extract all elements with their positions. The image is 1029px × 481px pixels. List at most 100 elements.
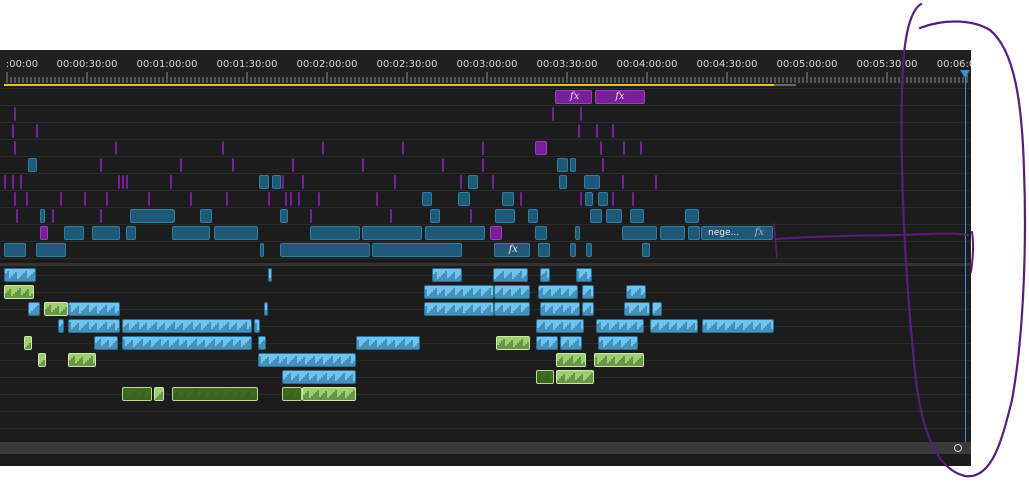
timeline-clip[interactable] [362,226,422,240]
timeline-clip[interactable] [626,285,646,299]
timeline-clip[interactable] [372,243,462,257]
timeline-clip-sliver[interactable] [640,141,642,155]
tracks-area[interactable]: fx fx nege... fx fx [0,88,971,442]
timeline-clip-sliver[interactable] [268,192,270,206]
timeline-clip[interactable] [258,353,356,367]
timeline-clip[interactable] [154,387,164,401]
timeline-clip[interactable] [496,336,530,350]
timeline-clip[interactable] [468,175,478,189]
timeline-clip-sliver[interactable] [122,175,124,189]
timeline-clip[interactable] [596,319,644,333]
timeline-clip[interactable] [422,192,432,206]
timeline-clip-sliver[interactable] [578,124,580,138]
timeline-clip[interactable] [557,158,568,172]
work-area-bar[interactable] [4,84,774,86]
timeline-clip[interactable] [622,226,657,240]
timeline-clip[interactable] [4,243,26,257]
timeline-clip[interactable] [36,243,66,257]
timeline-clip[interactable] [624,302,650,316]
timeline-clip[interactable] [688,226,700,240]
timeline-clip-sliver[interactable] [394,175,396,189]
timeline-clip-sliver[interactable] [482,158,484,172]
timeline-clip[interactable] [535,141,547,155]
timeline-clip[interactable] [280,209,288,223]
timeline-clip[interactable] [68,353,96,367]
timeline-clip[interactable] [586,243,592,257]
timeline-clip[interactable] [424,302,494,316]
timeline-clip[interactable] [536,319,584,333]
timeline-clip-sliver[interactable] [655,175,657,189]
scroll-knob-icon[interactable] [954,444,962,452]
timeline-clip[interactable]: fx [555,90,592,104]
timeline-clip[interactable] [122,387,152,401]
timeline-clip[interactable] [652,302,662,316]
timeline-clip[interactable] [4,285,34,299]
timeline-clip[interactable] [536,370,554,384]
timeline-clip-sliver[interactable] [376,192,378,206]
timeline-clip[interactable] [606,209,622,223]
timeline-clip-sliver[interactable] [14,192,16,206]
timeline-clip-sliver[interactable] [14,141,16,155]
timeline-clip[interactable] [660,226,685,240]
timeline-clip[interactable] [702,319,774,333]
timeline-clip-sliver[interactable] [322,141,324,155]
timeline-clip[interactable] [495,209,515,223]
timeline-clip[interactable]: nege... fx [701,226,773,240]
timeline-clip[interactable] [172,226,210,240]
timeline-clip[interactable] [122,319,252,333]
timeline-clip[interactable] [538,243,550,257]
timeline-clip-sliver[interactable] [100,158,102,172]
timeline-clip[interactable] [280,243,370,257]
timeline-clip[interactable] [490,226,502,240]
timeline-clip-sliver[interactable] [4,175,6,189]
timeline-clip-sliver[interactable] [282,175,284,189]
timeline-clip-sliver[interactable] [226,192,228,206]
timeline-clip-sliver[interactable] [492,175,494,189]
timeline-clip-sliver[interactable] [310,209,312,223]
timeline-clip[interactable] [172,387,258,401]
timeline-clip-sliver[interactable] [302,175,304,189]
timeline-clip[interactable] [264,302,268,316]
timeline-clip-sliver[interactable] [612,124,614,138]
timeline-clip[interactable] [268,268,272,282]
timeline-clip-sliver[interactable] [402,141,404,155]
timeline-clip-sliver[interactable] [520,192,522,206]
time-ruler[interactable]: :00:00 00:00:30:00 00:01:00:00 00:01:30:… [0,50,971,86]
timeline-clip-sliver[interactable] [292,158,294,172]
timeline-clip[interactable] [94,336,118,350]
timeline-clip[interactable] [130,209,175,223]
timeline-clip[interactable] [28,302,40,316]
timeline-clip-sliver[interactable] [362,158,364,172]
timeline-clip[interactable] [68,319,120,333]
timeline-clip[interactable] [430,209,440,223]
timeline-clip-sliver[interactable] [298,192,300,206]
timeline-clip-sliver[interactable] [36,124,38,138]
timeline-clip-sliver[interactable] [100,209,102,223]
timeline-clip[interactable] [258,336,266,350]
timeline-clip-sliver[interactable] [84,192,86,206]
timeline-clip-sliver[interactable] [612,192,614,206]
timeline-clip[interactable] [540,268,550,282]
timeline-clip[interactable] [590,209,602,223]
timeline-clip-sliver[interactable] [442,158,444,172]
timeline-clip[interactable] [576,268,592,282]
timeline-clip[interactable] [122,336,252,350]
timeline-clip[interactable] [126,226,136,240]
playhead-line[interactable] [965,76,966,442]
timeline-clip[interactable] [24,336,32,350]
timeline-clip-sliver[interactable] [12,124,14,138]
timeline-clip-sliver[interactable] [470,209,472,223]
timeline-clip-sliver[interactable] [190,192,192,206]
timeline-clip-sliver[interactable] [632,192,634,206]
timeline-clip[interactable]: fx [595,90,645,104]
timeline-clip[interactable] [458,192,470,206]
timeline-clip[interactable] [556,370,594,384]
timeline-clip[interactable] [58,319,64,333]
timeline-clip[interactable] [259,175,269,189]
timeline-panel[interactable]: :00:00 00:00:30:00 00:01:00:00 00:01:30:… [0,50,971,466]
timeline-clip[interactable] [598,192,608,206]
timeline-clip[interactable] [575,226,580,240]
timeline-clip[interactable] [585,192,593,206]
timeline-clip[interactable] [556,353,586,367]
timeline-clip[interactable] [356,336,420,350]
